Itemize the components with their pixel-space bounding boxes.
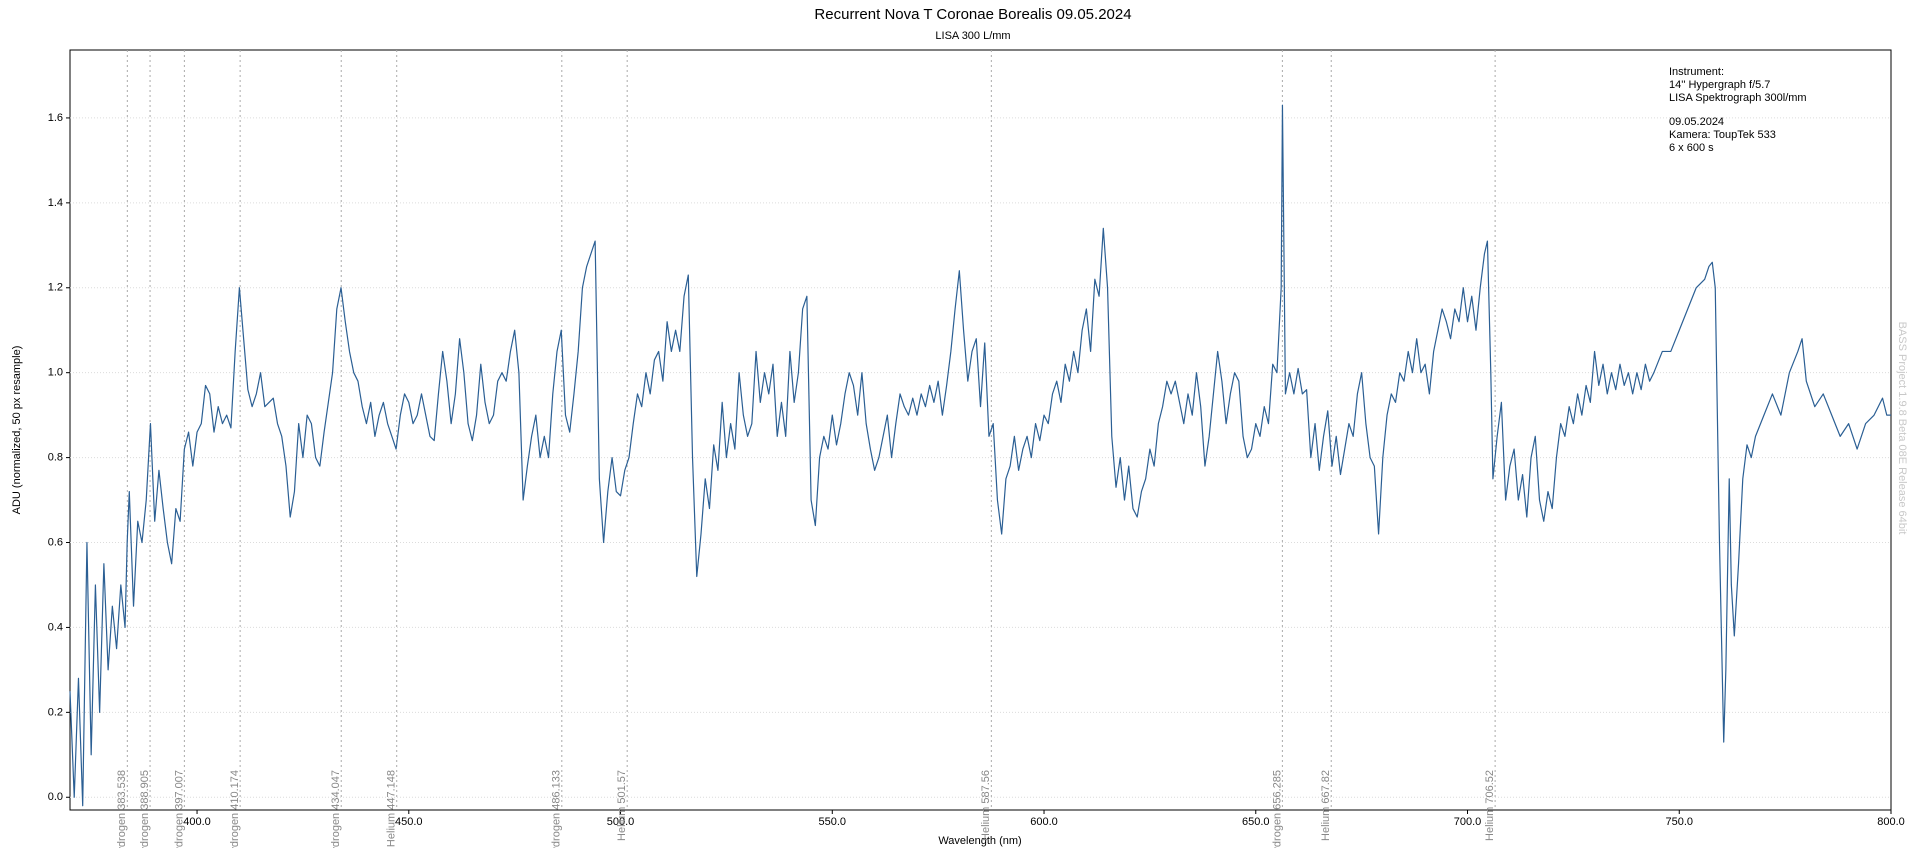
reference-label: Hydrogen 486.133 <box>551 770 563 848</box>
reference-label: Helium 667.82 <box>1320 770 1332 841</box>
y-tick-label: 0.0 <box>48 791 63 803</box>
x-tick-label: 450.0 <box>395 816 423 828</box>
instrument-note: Instrument: <box>1669 66 1724 78</box>
reference-label: Helium 587.56 <box>980 770 992 841</box>
watermark: BASS Project 1.9.8 Beta 08E Release 64bi… <box>1896 322 1908 535</box>
reference-label: Hydrogen 397.007 <box>173 770 185 848</box>
x-tick-label: 750.0 <box>1665 816 1693 828</box>
x-tick-label: 400.0 <box>183 816 211 828</box>
x-tick-label: 800.0 <box>1877 816 1905 828</box>
reference-label: Helium 706.52 <box>1484 770 1496 841</box>
x-tick-label: 500.0 <box>607 816 635 828</box>
y-tick-label: 1.2 <box>48 282 63 294</box>
instrument-note: 14'' Hypergraph f/5.7 <box>1669 79 1770 91</box>
x-axis-title: Wavelength (nm) <box>938 835 1021 847</box>
x-tick-label: 600.0 <box>1030 816 1058 828</box>
instrument-note: 09.05.2024 <box>1669 116 1724 128</box>
y-axis-title: ADU (normalized, 50 px resample) <box>11 346 23 515</box>
y-tick-label: 1.4 <box>48 197 63 209</box>
instrument-note: Kamera: ToupTek 533 <box>1669 129 1776 141</box>
reference-label: Hydrogen 410.174 <box>229 770 241 848</box>
reference-label: Hydrogen 388.905 <box>139 770 151 848</box>
y-tick-label: 1.0 <box>48 367 63 379</box>
reference-label: Hydrogen 383.538 <box>116 770 128 848</box>
chart-title: Recurrent Nova T Coronae Borealis 09.05.… <box>814 6 1131 23</box>
instrument-note: LISA Spektrograph 300l/mm <box>1669 92 1807 104</box>
instrument-note: 6 x 600 s <box>1669 142 1714 154</box>
y-tick-label: 1.6 <box>48 112 63 124</box>
reference-label: Hydrogen 656.285 <box>1271 770 1283 848</box>
y-tick-label: 0.4 <box>48 621 63 633</box>
x-tick-label: 700.0 <box>1454 816 1482 828</box>
y-tick-label: 0.8 <box>48 452 63 464</box>
x-tick-label: 550.0 <box>819 816 847 828</box>
plot-frame <box>69 49 1892 811</box>
y-tick-label: 0.6 <box>48 536 63 548</box>
chart-subtitle: LISA 300 L/mm <box>935 30 1010 42</box>
spectrum-line <box>69 104 1891 807</box>
y-tick-label: 0.2 <box>48 706 63 718</box>
reference-label: Helium 501.57 <box>616 770 628 841</box>
reference-label: Helium 447.148 <box>386 770 398 847</box>
reference-label: Hydrogen 434.047 <box>330 770 342 848</box>
x-tick-label: 650.0 <box>1242 816 1270 828</box>
